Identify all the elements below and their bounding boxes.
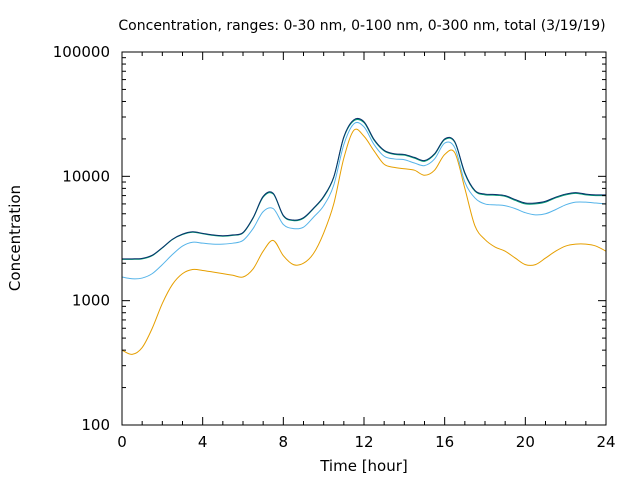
y-tick-label: 10000 bbox=[62, 167, 110, 185]
x-tick-label: 0 bbox=[117, 433, 127, 451]
x-tick-label: 8 bbox=[279, 433, 289, 451]
series-line-4 bbox=[121, 117, 607, 260]
ticks-layer: 0 4 8 12 16 20 24 100 1000 10000 100000 bbox=[53, 43, 616, 451]
y-tick-label: 100000 bbox=[53, 43, 110, 61]
series-layer bbox=[121, 117, 607, 355]
series-line-1 bbox=[121, 128, 607, 355]
y-tick-label: 1000 bbox=[72, 292, 110, 310]
x-tick-label: 20 bbox=[516, 433, 535, 451]
x-tick-label: 24 bbox=[596, 433, 615, 451]
x-tick-label: 16 bbox=[435, 433, 454, 451]
plot-area: 0 4 8 12 16 20 24 100 1000 10000 100000 bbox=[53, 43, 616, 451]
chart-title: Concentration, ranges: 0-30 nm, 0-100 nm… bbox=[118, 18, 605, 34]
x-tick-label: 4 bbox=[198, 433, 208, 451]
x-axis-label: Time [hour] bbox=[319, 457, 408, 475]
y-axis-label: Concentration bbox=[6, 185, 24, 291]
plot-frame bbox=[121, 51, 607, 426]
series-line-3 bbox=[121, 118, 607, 260]
series-line-2 bbox=[121, 121, 607, 280]
y-tick-label: 100 bbox=[81, 416, 110, 434]
x-tick-label: 12 bbox=[354, 433, 373, 451]
